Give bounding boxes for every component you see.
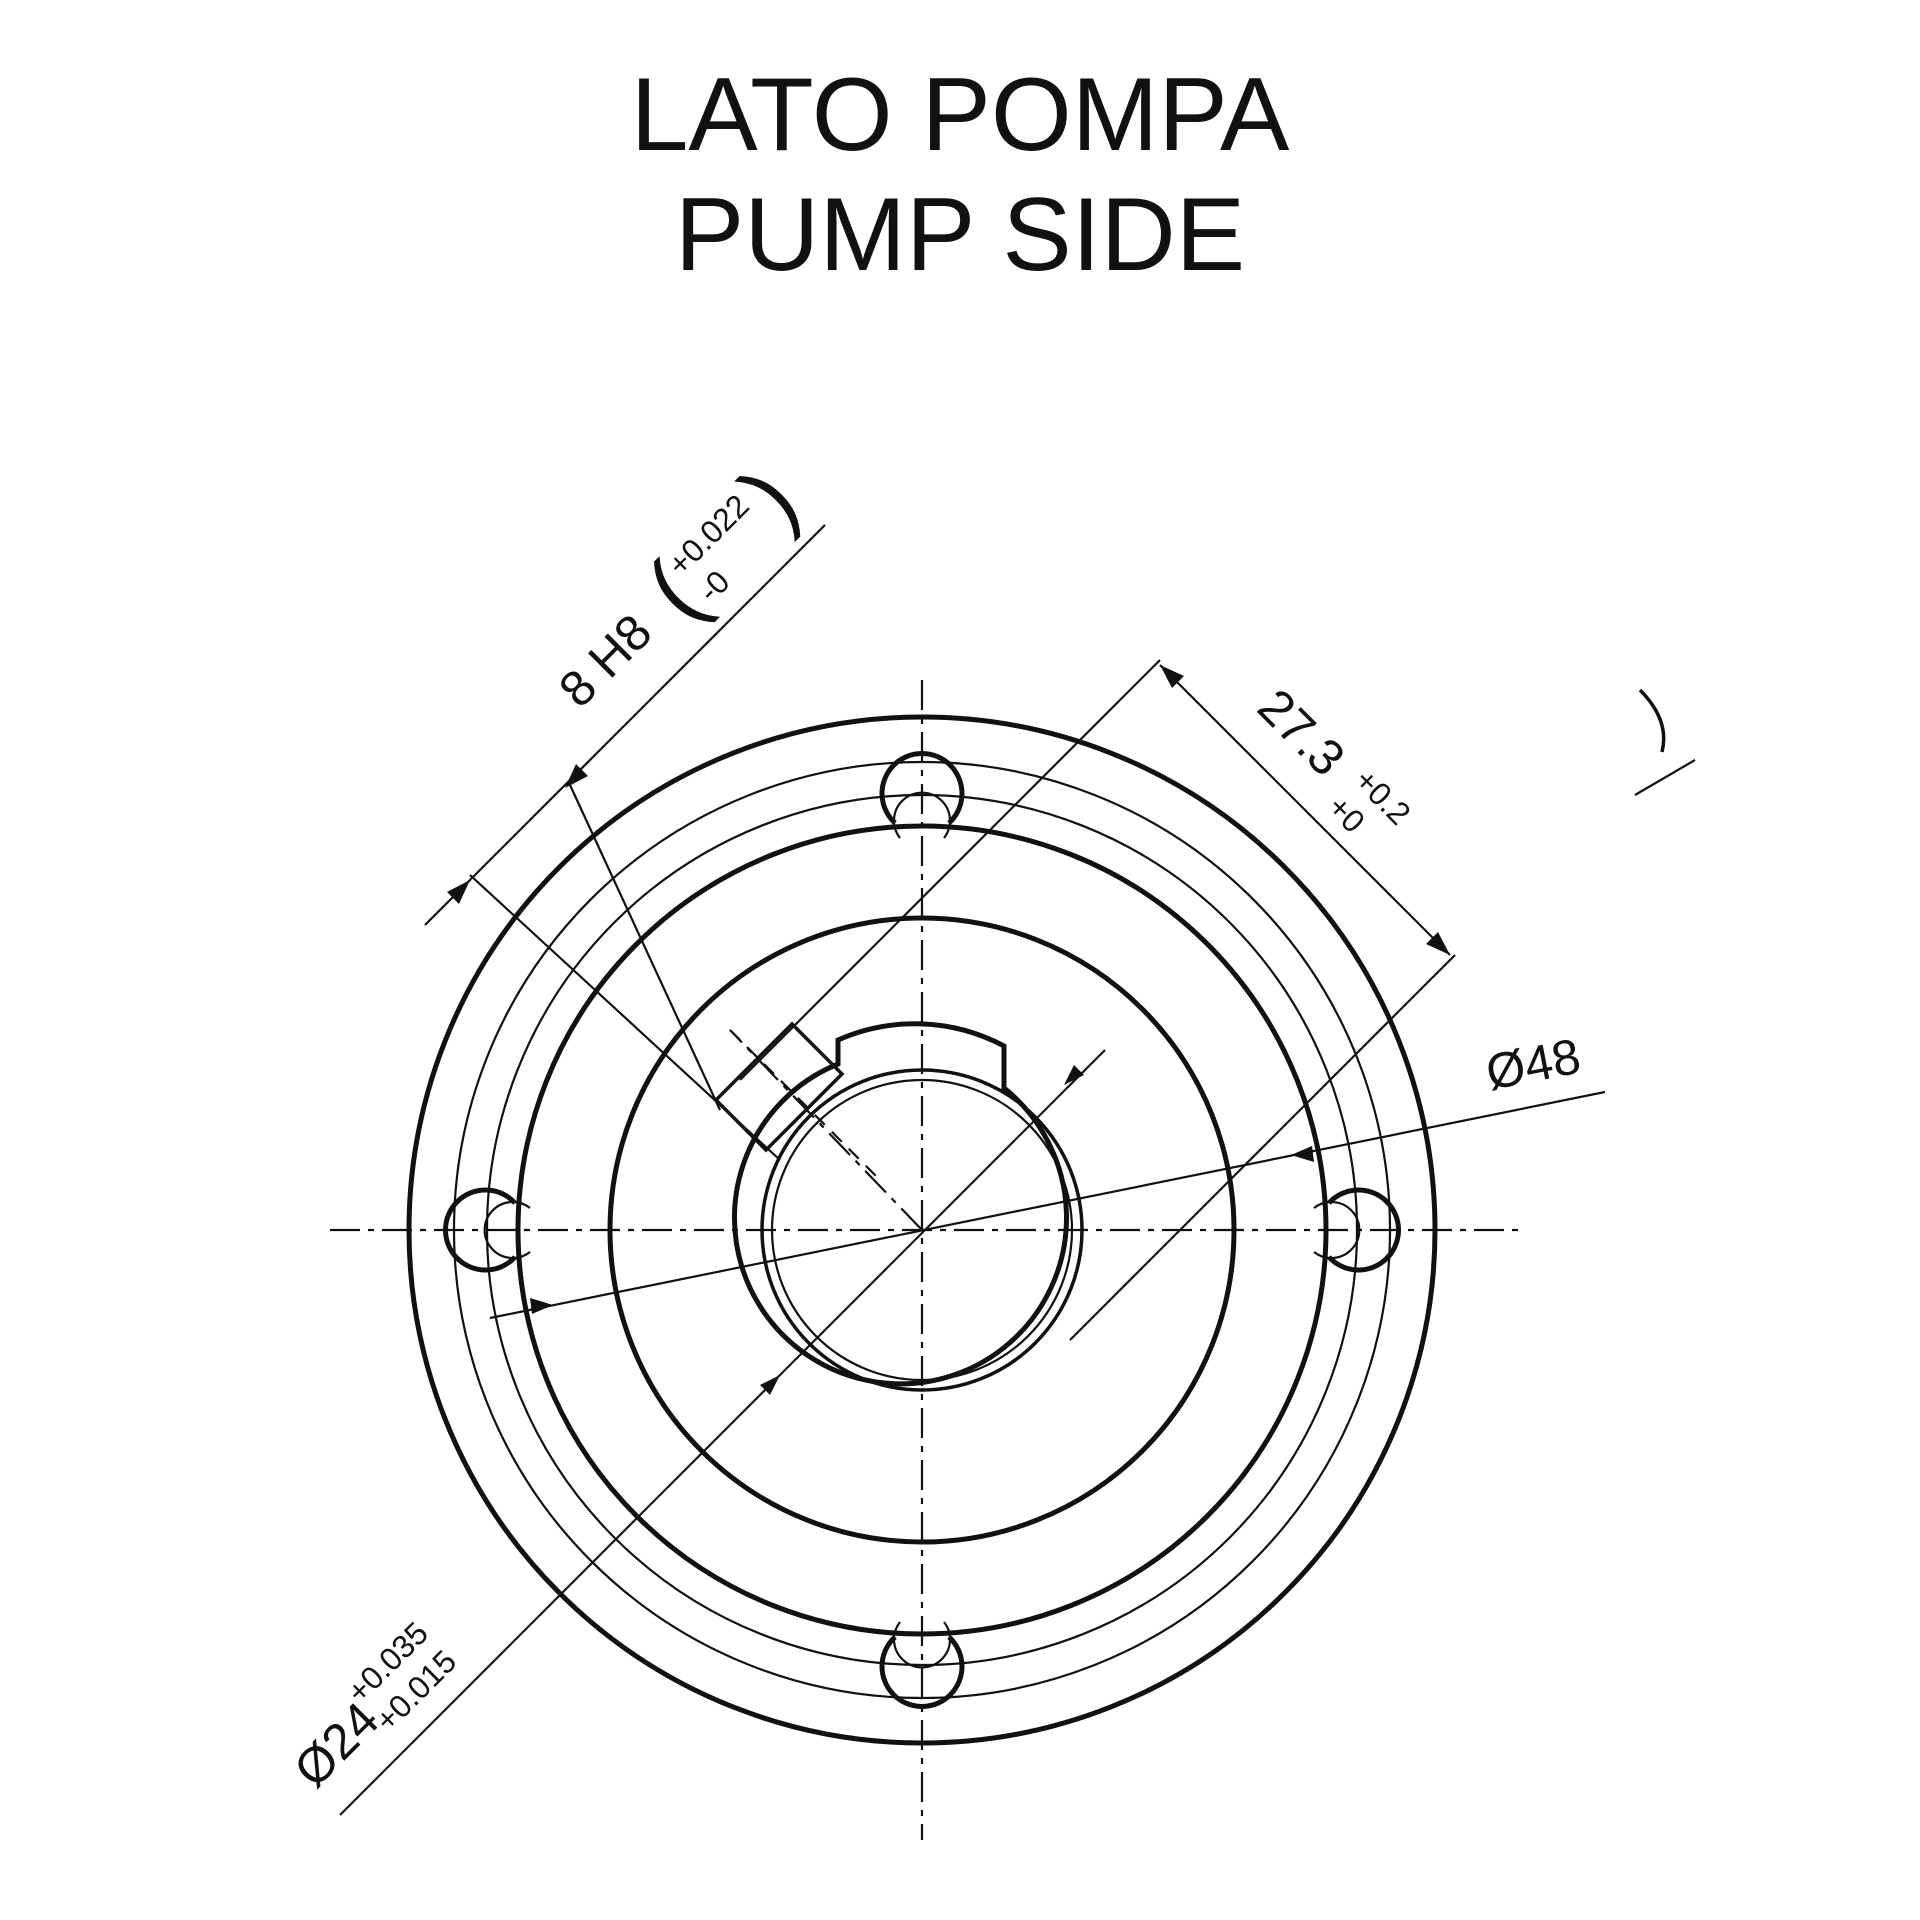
mounting-slot-left-inner — [483, 1200, 531, 1260]
partial-arc — [1638, 688, 1666, 753]
mounting-slot-top-inner — [892, 791, 952, 839]
mounting-slot-bottom-inner — [892, 1621, 952, 1669]
dim-bore-diameter: Ø24 +0.035 +0.015 — [283, 1049, 1106, 1816]
bore-chamfer-circle — [770, 1078, 1074, 1382]
bore-arrow-1 — [760, 1375, 780, 1395]
bore-diameter-line — [339, 1049, 1106, 1816]
mounting-slot-left — [443, 1187, 517, 1273]
partial-adjacent-view — [1634, 688, 1696, 796]
height-nominal: 27.3 — [1247, 678, 1355, 786]
bore-inner-circle — [760, 1068, 1084, 1392]
hub-face-circle — [607, 915, 1237, 1545]
height-dimension-line — [1159, 664, 1451, 956]
flange-body — [406, 714, 1438, 1746]
title-line-2: PUMP SIDE — [675, 177, 1245, 293]
height-extension-line-1 — [739, 659, 1161, 1081]
title-line-1: LATO POMPA — [631, 57, 1290, 173]
flange-ring-outer — [452, 760, 1392, 1700]
dim-outer-diameter: Ø48 — [489, 1028, 1606, 1320]
keyway-arrow-2 — [565, 764, 588, 788]
bore-and-keyway — [713, 1021, 1084, 1392]
diagonal-center-line — [729, 1029, 923, 1231]
mounting-slot-bottom — [879, 1635, 965, 1709]
bore-arrow-2 — [1064, 1065, 1084, 1085]
outer-flange-circle — [406, 714, 1438, 1746]
bore-outer-with-keyway — [732, 1021, 1069, 1387]
mounting-slot-right — [1327, 1187, 1401, 1273]
outer-diameter-arrow-1 — [530, 1298, 553, 1314]
height-extension-line-2 — [1069, 954, 1456, 1341]
height-arrow-2 — [1426, 932, 1450, 955]
keyway-nominal: 8 H8 — [548, 603, 662, 717]
outer-diameter-line — [489, 1090, 1606, 1320]
keyway-dimension-line — [424, 524, 826, 926]
key-seat — [713, 1021, 845, 1153]
keyway-arrow-1 — [447, 880, 470, 904]
dim-key-height: 27.3 +0.2 +0 — [739, 659, 1456, 1341]
mounting-slot-top — [879, 751, 965, 825]
outer-diameter-arrow-2 — [1291, 1146, 1314, 1162]
partial-line — [1634, 759, 1696, 796]
keyway-extension-line-1 — [569, 784, 721, 1111]
keyway-hidden-line — [729, 1029, 883, 1183]
flange-ring-middle — [485, 793, 1359, 1667]
mounting-slot-right-inner — [1313, 1200, 1361, 1260]
outer-diameter-label: Ø48 — [1481, 1028, 1584, 1101]
height-arrow-1 — [1160, 665, 1184, 688]
flange-shoulder-circle — [515, 823, 1329, 1637]
keyway-extension-line-2 — [469, 874, 781, 1161]
